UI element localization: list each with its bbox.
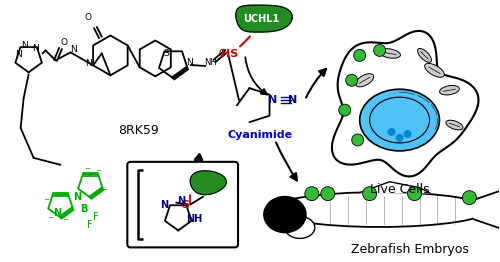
Text: ─: ─ (102, 187, 106, 193)
Circle shape (408, 187, 422, 201)
Polygon shape (474, 188, 500, 231)
Text: F: F (92, 211, 98, 222)
Text: N: N (22, 41, 28, 50)
Text: F: F (86, 220, 92, 230)
Text: ─: ─ (86, 166, 89, 172)
Text: ─: ─ (48, 216, 52, 222)
Text: N: N (186, 58, 193, 68)
Polygon shape (332, 31, 478, 176)
Text: O: O (85, 13, 92, 22)
Text: ─: ─ (44, 197, 48, 203)
Circle shape (339, 104, 350, 116)
Ellipse shape (264, 197, 306, 232)
Text: NH: NH (186, 214, 202, 223)
Circle shape (346, 74, 358, 86)
Text: S: S (164, 49, 170, 58)
Text: N: N (70, 45, 77, 54)
Circle shape (404, 130, 411, 138)
Text: B: B (80, 204, 87, 214)
Ellipse shape (418, 48, 432, 62)
Ellipse shape (356, 74, 374, 87)
Text: Cyanimide: Cyanimide (228, 130, 292, 140)
Circle shape (374, 45, 386, 56)
Text: N: N (85, 59, 91, 68)
Ellipse shape (424, 63, 444, 77)
Text: ─: ─ (64, 217, 68, 223)
Ellipse shape (440, 85, 460, 95)
Text: O: O (219, 48, 226, 58)
Text: Zebrafish Embryos: Zebrafish Embryos (350, 243, 469, 256)
Text: ─: ─ (96, 168, 100, 174)
Polygon shape (190, 171, 226, 195)
FancyBboxPatch shape (128, 162, 238, 247)
Text: O: O (60, 38, 67, 47)
Text: S: S (181, 200, 189, 210)
Circle shape (462, 191, 476, 205)
Text: NH: NH (204, 58, 217, 68)
Polygon shape (360, 182, 430, 193)
Text: N: N (288, 95, 298, 105)
Text: N: N (16, 50, 22, 59)
Text: N: N (74, 192, 82, 202)
Circle shape (352, 134, 364, 146)
Ellipse shape (270, 192, 490, 227)
Circle shape (305, 187, 319, 201)
Polygon shape (236, 5, 292, 32)
Circle shape (354, 50, 366, 61)
Text: N: N (177, 196, 186, 206)
Circle shape (362, 187, 376, 201)
Circle shape (388, 128, 396, 136)
Ellipse shape (379, 49, 400, 58)
Text: N: N (268, 95, 278, 105)
Text: N: N (160, 200, 168, 210)
Text: Live Cells: Live Cells (370, 183, 430, 196)
Ellipse shape (285, 217, 315, 238)
Ellipse shape (360, 89, 440, 151)
Text: UCHL1: UCHL1 (243, 14, 279, 24)
Text: N: N (54, 208, 62, 217)
Circle shape (321, 187, 335, 201)
Circle shape (396, 134, 404, 142)
Text: N: N (32, 44, 39, 53)
Text: HS: HS (222, 50, 238, 59)
Ellipse shape (446, 120, 463, 130)
Text: 8RK59: 8RK59 (118, 123, 158, 137)
